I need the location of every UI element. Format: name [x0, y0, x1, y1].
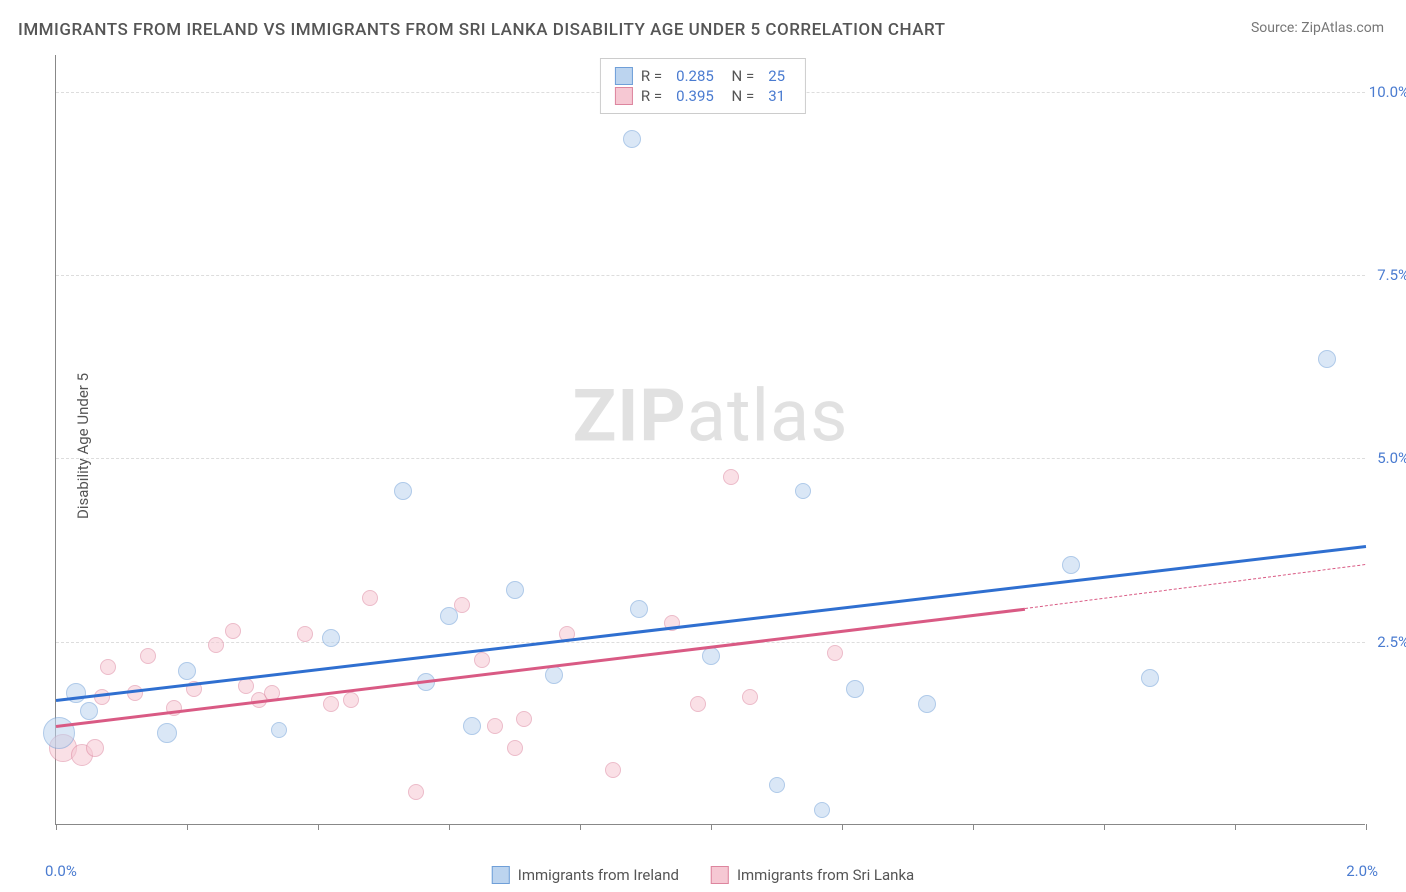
r-value-ireland: 0.285 [676, 67, 714, 85]
trend-line [56, 607, 1026, 727]
data-point [474, 652, 490, 668]
data-point [507, 740, 523, 756]
data-point [323, 696, 339, 712]
data-point [440, 607, 458, 625]
y-tick-label: 5.0% [1353, 449, 1406, 467]
x-tick [1104, 824, 1105, 830]
data-point [408, 784, 424, 800]
scatter-plot: ZIPatlas 2.5%5.0%7.5%10.0% [55, 55, 1365, 825]
source-label: Source: ZipAtlas.com [1251, 20, 1384, 36]
data-point [208, 637, 224, 653]
data-point [795, 483, 811, 499]
data-point [297, 626, 313, 642]
x-axis-min-label: 0.0% [45, 862, 77, 880]
data-point [271, 722, 287, 738]
data-point [516, 711, 532, 727]
x-tick [842, 824, 843, 830]
data-point [630, 600, 648, 618]
data-point [918, 695, 936, 713]
data-point [769, 777, 785, 793]
chart-title: IMMIGRANTS FROM IRELAND VS IMMIGRANTS FR… [18, 20, 946, 40]
x-tick [580, 824, 581, 830]
swatch-srilanka [615, 87, 633, 105]
x-tick [318, 824, 319, 830]
data-point [846, 680, 864, 698]
x-axis-max-label: 2.0% [1346, 862, 1378, 880]
data-point [827, 645, 843, 661]
x-tick [1235, 824, 1236, 830]
legend-label-ireland: Immigrants from Ireland [518, 866, 679, 884]
x-tick [56, 824, 57, 830]
legend-row-ireland: R = 0.285 N = 25 [615, 67, 791, 85]
data-point [814, 802, 830, 818]
n-value-srilanka: 31 [768, 87, 785, 105]
data-point [723, 469, 739, 485]
data-point [702, 647, 720, 665]
data-point [86, 739, 104, 757]
data-point [487, 718, 503, 734]
y-tick-label: 7.5% [1353, 266, 1406, 284]
data-point [178, 662, 196, 680]
r-value-srilanka: 0.395 [676, 87, 714, 105]
y-tick-label: 2.5% [1353, 633, 1406, 651]
data-point [1141, 669, 1159, 687]
x-tick [973, 824, 974, 830]
swatch-srilanka-icon [711, 866, 729, 884]
data-point [1318, 350, 1336, 368]
data-point [605, 762, 621, 778]
n-value-ireland: 25 [768, 67, 785, 85]
trend-line [56, 545, 1366, 702]
data-point [623, 130, 641, 148]
x-tick [187, 824, 188, 830]
legend-item-ireland: Immigrants from Ireland [492, 866, 679, 884]
y-tick-label: 10.0% [1353, 83, 1406, 101]
data-point [742, 689, 758, 705]
legend-row-srilanka: R = 0.395 N = 31 [615, 87, 791, 105]
grid-line [56, 642, 1365, 643]
x-tick [449, 824, 450, 830]
legend-item-srilanka: Immigrants from Sri Lanka [711, 866, 914, 884]
data-point [394, 482, 412, 500]
data-point [506, 581, 524, 599]
correlation-legend: R = 0.285 N = 25 R = 0.395 N = 31 [600, 58, 806, 114]
data-point [157, 723, 177, 743]
data-point [690, 696, 706, 712]
legend-label-srilanka: Immigrants from Sri Lanka [737, 866, 914, 884]
data-point [362, 590, 378, 606]
x-tick [711, 824, 712, 830]
data-point [140, 648, 156, 664]
data-point [100, 659, 116, 675]
series-legend: Immigrants from Ireland Immigrants from … [492, 866, 914, 884]
data-point [463, 717, 481, 735]
data-point [322, 629, 340, 647]
data-point [225, 623, 241, 639]
swatch-ireland [615, 67, 633, 85]
watermark: ZIPatlas [573, 374, 849, 459]
data-point [1062, 556, 1080, 574]
grid-line [56, 458, 1365, 459]
data-point [343, 692, 359, 708]
swatch-ireland-icon [492, 866, 510, 884]
data-point [80, 702, 98, 720]
x-tick [1366, 824, 1367, 830]
grid-line [56, 275, 1365, 276]
